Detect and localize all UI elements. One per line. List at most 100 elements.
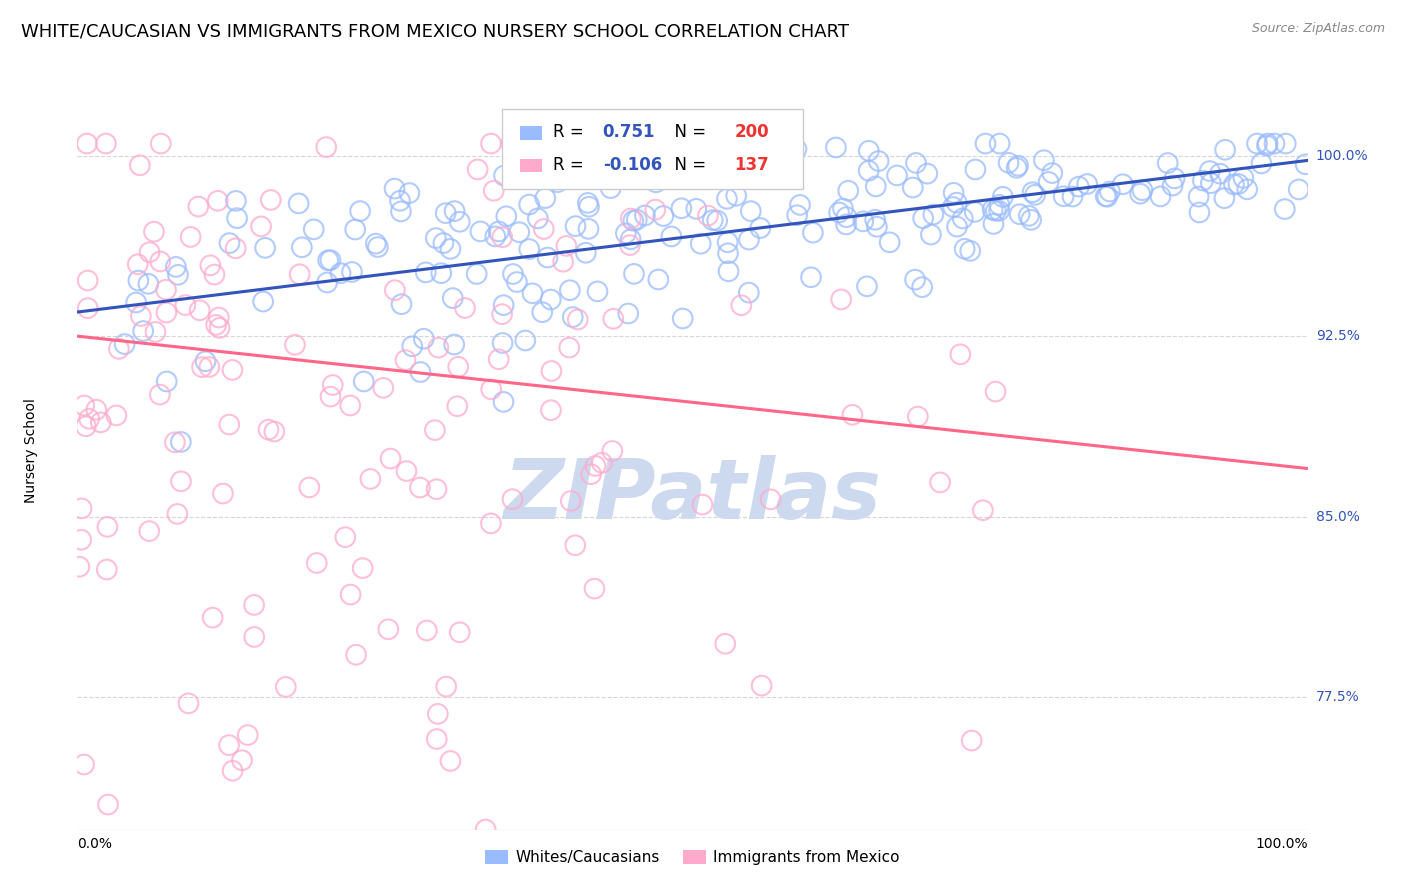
Point [942,200,965,214]
Point [502,267,524,281]
Point [988,198,1011,212]
Point [835,218,858,232]
Point [575,245,598,260]
Point [602,444,624,458]
Point [540,403,562,417]
Point [495,209,517,223]
Point [434,206,457,220]
Point [1213,143,1236,157]
Point [1024,187,1046,202]
Point [443,204,465,219]
Point [717,264,740,278]
Point [868,154,890,169]
Point [558,283,581,297]
Point [479,136,502,151]
Point [1246,136,1268,151]
Point [675,172,697,186]
Point [1274,202,1296,216]
Point [76,301,98,315]
Point [626,212,648,227]
Point [738,233,761,247]
Point [260,193,283,207]
Point [578,222,600,236]
Point [250,219,273,234]
Point [1257,136,1279,151]
Point [252,294,274,309]
Point [114,337,136,351]
Point [319,390,342,404]
Point [441,291,464,305]
Point [454,301,477,315]
Point [558,341,581,355]
Text: 92.5%: 92.5% [1316,329,1360,343]
Point [384,181,406,195]
Point [564,538,586,552]
Point [602,311,624,326]
Point [484,229,506,244]
Point [243,598,266,612]
Point [432,235,454,250]
Text: Source: ZipAtlas.com: Source: ZipAtlas.com [1251,22,1385,36]
Point [540,293,562,307]
Point [236,728,259,742]
Point [415,265,437,279]
Point [1032,153,1054,168]
Point [988,136,1011,151]
Point [319,253,342,268]
Point [1007,159,1029,173]
Text: 200: 200 [734,123,769,141]
Point [335,530,357,544]
Point [984,384,1007,399]
Point [786,208,808,222]
Point [138,245,160,260]
Point [70,533,93,547]
Point [1250,156,1272,170]
Point [801,226,824,240]
Text: Nursery School: Nursery School [24,398,38,503]
Point [517,242,540,256]
Point [697,209,720,223]
Point [522,286,544,301]
Point [1149,189,1171,203]
Point [591,456,613,470]
Point [1129,186,1152,201]
Point [825,140,848,154]
Point [981,202,1004,217]
Point [167,268,190,282]
Point [621,213,644,227]
Point [1288,182,1310,196]
Point [412,332,434,346]
Text: 85.0%: 85.0% [1316,509,1360,524]
Point [1005,161,1028,175]
Point [865,179,887,194]
Point [339,588,361,602]
Point [344,648,367,662]
Text: N =: N = [664,155,711,174]
Point [208,321,231,335]
Point [97,797,120,812]
Point [479,516,502,531]
Point [132,324,155,338]
Point [488,352,510,367]
Point [108,342,131,356]
Point [177,697,200,711]
Point [616,157,638,171]
Point [1018,209,1040,223]
Point [76,136,98,151]
Legend: Whites/Caucasians, Immigrants from Mexico: Whites/Caucasians, Immigrants from Mexic… [479,844,905,871]
Point [105,409,128,423]
Point [858,163,880,178]
Point [174,298,197,312]
Point [929,475,952,490]
Point [672,311,695,326]
Point [785,142,807,156]
Point [716,192,738,206]
Point [439,242,461,256]
Point [1274,136,1296,151]
Point [288,267,311,281]
Point [904,273,927,287]
Text: ZIPatlas: ZIPatlas [503,456,882,536]
Point [775,157,797,171]
Point [644,202,666,217]
Point [352,561,374,575]
